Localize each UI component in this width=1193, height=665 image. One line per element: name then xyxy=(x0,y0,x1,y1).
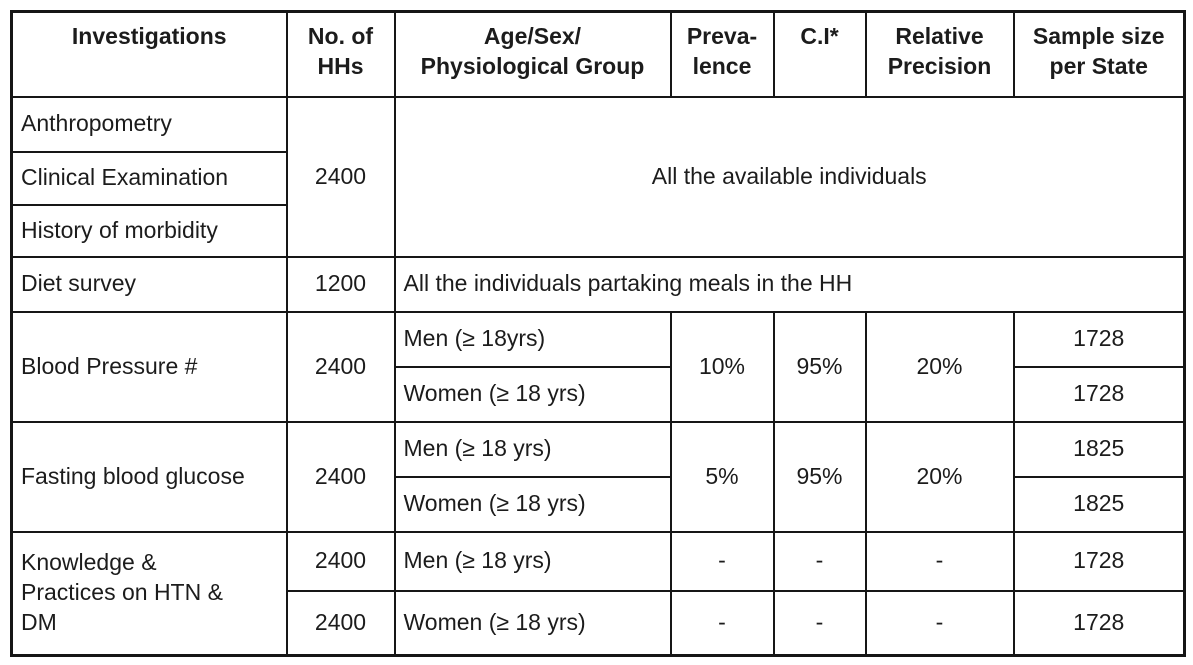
cell-prevalence: 5% xyxy=(669,420,775,533)
cell-investigation: Fasting blood glucose xyxy=(10,420,288,533)
row-clinical-examination: Clinical Examination xyxy=(10,150,1185,206)
row-diet-survey: Diet survey 1200 All the individuals par… xyxy=(10,255,1186,313)
row-fasting-glucose-women: Women (≥ 18 yrs) 1825 xyxy=(12,475,1186,533)
cell-no-of-hhs: 2400 xyxy=(285,420,396,533)
cell-age-sex-group: Men (≥ 18 yrs) xyxy=(393,420,672,478)
cell-age-sex-group: Women (≥ 18 yrs) xyxy=(393,475,672,533)
cell-investigation: Blood Pressure # xyxy=(10,310,288,423)
cell-no-of-hhs: 2400 xyxy=(285,530,396,592)
row-anthropometry: Anthropometry 2400 All the available ind… xyxy=(10,95,1186,258)
cell-sample-size: 1825 xyxy=(1012,420,1186,478)
row-blood-pressure-women: Women (≥ 18 yrs) 1728 xyxy=(12,365,1186,423)
cell-investigation: Diet survey xyxy=(10,255,288,313)
cell-group-merged: All the individuals partaking meals in t… xyxy=(393,255,1186,313)
row-fasting-glucose-men: Fasting blood glucose 2400 Men (≥ 18 yrs… xyxy=(10,420,1186,533)
header-investigations: Investigations xyxy=(10,10,288,98)
cell-ci: - xyxy=(772,530,867,592)
row-knowledge-practices-men: Knowledge & Practices on HTN & DM 2400 M… xyxy=(10,530,1186,657)
cell-no-of-hhs: 2400 xyxy=(285,589,396,657)
cell-sample-size: 1728 xyxy=(1012,310,1186,368)
cell-age-sex-group: Women (≥ 18 yrs) xyxy=(393,365,672,423)
header-prevalence: Preva- lence xyxy=(669,10,775,98)
header-sample-size: Sample size per State xyxy=(1012,10,1186,98)
cell-age-sex-group: Women (≥ 18 yrs) xyxy=(393,589,672,657)
cell-investigation: Anthropometry xyxy=(10,95,288,153)
header-no-of-hhs: No. of HHs xyxy=(285,10,396,98)
row-knowledge-practices-women: 2400 Women (≥ 18 yrs) - - - 1728 xyxy=(12,589,1186,657)
cell-sample-size: 1728 xyxy=(1012,589,1186,657)
header-age-sex-group: Age/Sex/ Physiological Group xyxy=(393,10,672,98)
cell-relative-precision: 20% xyxy=(864,310,1015,423)
cell-sample-size: 1728 xyxy=(1012,530,1186,592)
row-history-of-morbidity: History of morbidity xyxy=(10,203,1185,258)
cell-prevalence: - xyxy=(669,530,775,592)
cell-group-merged: All the available individuals xyxy=(393,95,1186,258)
header-row: Investigations No. of HHs Age/Sex/ Physi… xyxy=(10,10,1186,98)
survey-sampling-table: Investigations No. of HHs Age/Sex/ Physi… xyxy=(10,10,1186,657)
cell-age-sex-group: Men (≥ 18yrs) xyxy=(393,310,672,368)
cell-relative-precision: - xyxy=(864,530,1015,592)
cell-investigation: Knowledge & Practices on HTN & DM xyxy=(10,530,288,657)
cell-no-of-hhs: 1200 xyxy=(285,255,396,313)
cell-no-of-hhs: 2400 xyxy=(285,310,396,423)
cell-ci: 95% xyxy=(772,420,867,533)
cell-relative-precision: 20% xyxy=(864,420,1015,533)
cell-relative-precision: - xyxy=(864,589,1015,657)
cell-prevalence: - xyxy=(669,589,775,657)
cell-investigation: History of morbidity xyxy=(10,203,288,258)
cell-investigation: Clinical Examination xyxy=(10,150,288,206)
cell-sample-size: 1825 xyxy=(1012,475,1186,533)
cell-age-sex-group: Men (≥ 18 yrs) xyxy=(393,530,672,592)
cell-no-of-hhs: 2400 xyxy=(285,95,396,258)
cell-prevalence: 10% xyxy=(669,310,775,423)
cell-ci: 95% xyxy=(772,310,867,423)
header-relative-precision: Relative Precision xyxy=(864,10,1015,98)
header-ci: C.I* xyxy=(772,10,867,98)
row-blood-pressure-men: Blood Pressure # 2400 Men (≥ 18yrs) 10% … xyxy=(10,310,1186,423)
cell-sample-size: 1728 xyxy=(1012,365,1186,423)
cell-ci: - xyxy=(772,589,867,657)
